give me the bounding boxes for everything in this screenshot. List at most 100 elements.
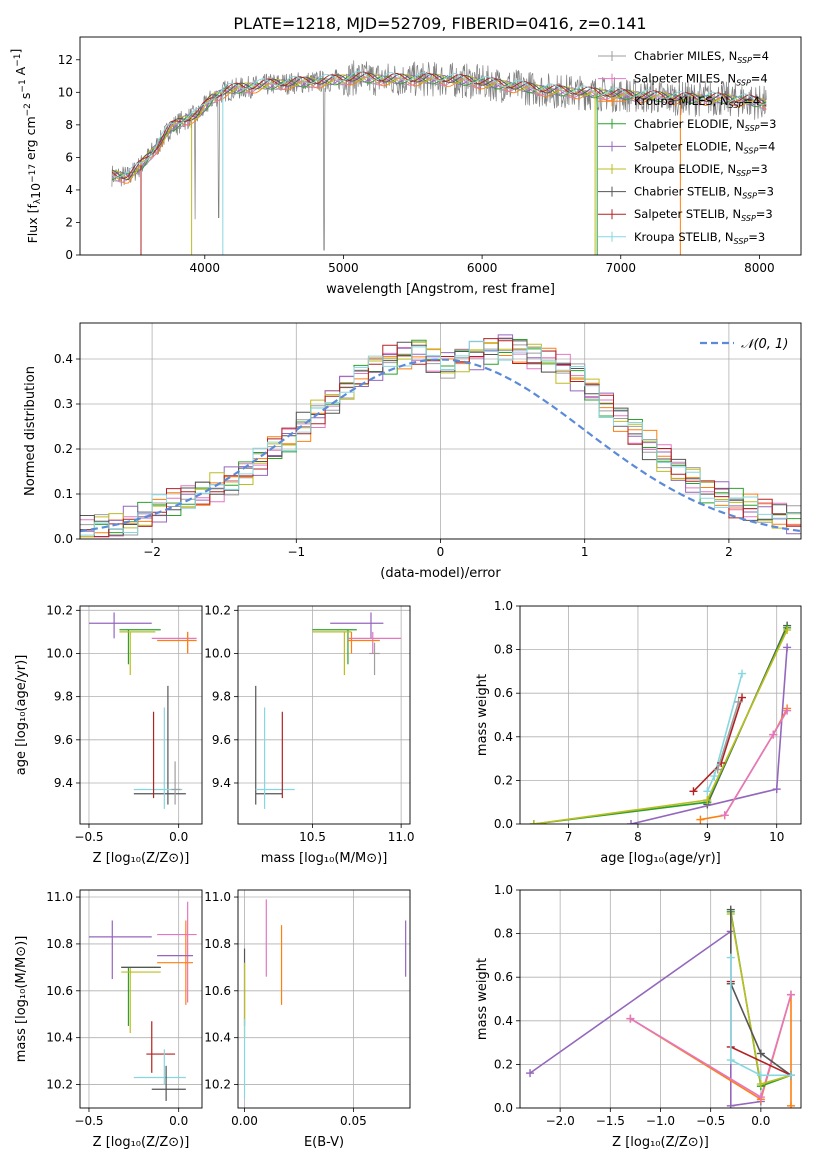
massweight-vs-Z-point [726,905,735,914]
massweight-vs-age-plot-area [520,606,801,824]
legend-item: Chabrier ELODIE, NSSP=3 [598,117,776,133]
legend-label-text: Kroupa STELIB, N [634,230,734,244]
legend-label: Salpeter STELIB, NSSP=3 [634,207,773,223]
spectrum-x-tick-label: 8000 [744,261,775,275]
mass-vs-Z-y-tick-label: 10.4 [46,1031,73,1045]
residuals-y-tick-label: 0.4 [54,352,73,366]
mass-vs-EBV-plot-area [238,890,410,1108]
massweight-vs-age-point [738,693,747,702]
massweight-vs-age-frame [519,605,802,825]
age-vs-mass-y-tick-label: 9.8 [212,690,231,704]
massweight-vs-age-point [720,811,729,820]
age-vs-mass-x-tick-label: 11.0 [388,830,415,844]
legend-label-sub: SSP [729,101,744,110]
legend-label-val: =3 [748,230,765,244]
legend-label-sub: SSP [734,237,749,246]
massweight-vs-Z-x-tick-label: −1.0 [646,1114,675,1128]
legend-label-sub: SSP [736,169,751,178]
spectrum-model-SalpS [111,71,767,179]
mass-vs-EBV-x-tick-label: 0.00 [231,1114,258,1128]
residuals-plot-area [80,323,801,539]
massweight-vs-age-y-tick-label: 0.0 [494,817,513,831]
massweight-vs-age-point [689,787,698,796]
massweight-vs-Z-y-tick-label: 0.2 [494,1057,513,1071]
spectrum-y-tick-label: 10 [58,85,73,99]
legend-label-text: Salpeter MILES, N [634,72,736,86]
massweight-vs-Z-x-tick-label: 0.0 [751,1114,770,1128]
massweight-vs-age-y-axis-label: mass weight [475,674,490,756]
mass-vs-Z-y-tick-label: 10.8 [46,937,73,951]
age-vs-mass-panel: 10.5 11.0 9.4 9.6 9.8 10.0 10.2 mass [log₁₀(M/M… [204,603,414,866]
age-vs-Z-errorbar [88,612,152,639]
y-label-part: λ [33,198,43,204]
legend-label: Salpeter ELODIE, NSSP=4 [634,139,775,155]
age-vs-mass-y-tick-label: 9.4 [212,776,231,790]
legend-label-val: =3 [751,162,768,176]
mass-vs-Z-errorbar [121,967,161,1033]
massweight-vs-age-line-KrouM [700,708,788,821]
mass-vs-Z-y-axis-label: mass [log₁₀(M/M⊙)] [14,936,29,1063]
age-vs-Z-y-tick-label: 10.0 [46,646,73,660]
legend-label: Kroupa STELIB, NSSP=3 [634,230,765,246]
age-vs-mass-errorbar [347,631,380,654]
legend-label-text: Salpeter STELIB, N [634,207,741,221]
legend-item: Salpeter ELODIE, NSSP=4 [598,139,775,155]
y-label-part: −1 [13,54,23,67]
massweight-vs-Z-y-axis-label: mass weight [475,958,490,1040]
massweight-vs-age-point [734,697,743,706]
massweight-vs-Z-x-tick-label: −0.5 [696,1114,725,1128]
legend-label-val: =4 [752,49,769,63]
legend-item: Chabrier STELIB, NSSP=3 [598,185,774,201]
legend-label-sub: SSP [745,124,760,133]
residuals-x-tick-label: 1 [581,545,589,559]
spectrum-x-tick-label: 6000 [467,261,498,275]
massweight-vs-Z-frame [519,889,802,1109]
age-vs-Z-y-tick-label: 9.8 [54,690,73,704]
residuals-x-tick-label: 2 [725,545,733,559]
age-vs-Z-plot-area [80,606,202,824]
spectrum-x-tick-label: 4000 [190,261,221,275]
massweight-vs-Z-point [756,1071,765,1080]
legend-label: Chabrier STELIB, NSSP=3 [634,185,774,201]
massweight-vs-Z-x-axis-label: Z [log₁₀(Z/Z⊙)] [612,1135,709,1150]
mass-vs-Z-y-tick-label: 11.0 [46,890,73,904]
massweight-vs-Z-x-tick-label: −2.0 [546,1114,575,1128]
mass-vs-EBV-y-tick-label: 10.6 [204,984,231,998]
massweight-vs-Z-y-tick-label: 0.6 [494,970,513,984]
age-vs-mass-x-tick-label: 10.5 [299,830,326,844]
massweight-vs-age-x-tick-label: 7 [565,830,573,844]
normal-curve [80,358,801,533]
massweight-vs-age-x-tick-label: 9 [704,830,712,844]
age-vs-mass-errorbar [369,642,380,676]
massweight-vs-Z-point [726,1056,735,1065]
mass-vs-Z-frame [79,889,203,1109]
massweight-vs-Z-point [626,1014,635,1023]
age-vs-Z-errorbar [133,685,186,805]
age-vs-mass-errorbar [255,707,295,809]
y-label-part: erg cm [23,116,38,164]
spectrum-y-tick-label: 12 [58,53,73,67]
massweight-vs-Z-point [526,1069,535,1078]
residuals-y-axis-label: Normed distribution [23,366,38,496]
massweight-vs-Z-y-tick-label: 0.8 [494,927,513,941]
age-vs-Z-y-tick-label: 9.4 [54,776,73,790]
mass-vs-EBV-x-tick-label: 0.05 [340,1114,367,1128]
legend-item: Kroupa ELODIE, NSSP=3 [598,162,768,178]
massweight-vs-Z-panel: −2.0 −1.5 −1.0 −0.5 0.0 0.0 0.2 0.4 0.6 0.8 1.0 Z [… [475,883,802,1150]
massweight-vs-age-point [713,765,722,774]
histogram-step-KrouS [80,340,801,536]
spectrum-y-tick-label: 4 [65,183,73,197]
massweight-vs-age-point [703,796,712,805]
mass-vs-EBV-y-tick-label: 10.4 [204,1031,231,1045]
y-label-part: Flux [f [25,204,40,244]
legend-label-text: Kroupa ELODIE, N [634,162,736,176]
y-label-part: −17 [28,164,38,183]
residuals-y-tick-label: 0.0 [54,532,73,546]
massweight-vs-age-point [627,820,636,824]
massweight-vs-Z-point [726,953,735,962]
massweight-vs-Z-y-tick-label: 0.0 [494,1101,513,1115]
massweight-vs-age-line-ChabM [716,701,740,770]
massweight-vs-age-line-ChabE [533,627,788,824]
residuals-y-tick-label: 0.1 [54,487,73,501]
age-vs-Z-x-axis-label: Z [log₁₀(Z/Z⊙)] [93,851,190,866]
